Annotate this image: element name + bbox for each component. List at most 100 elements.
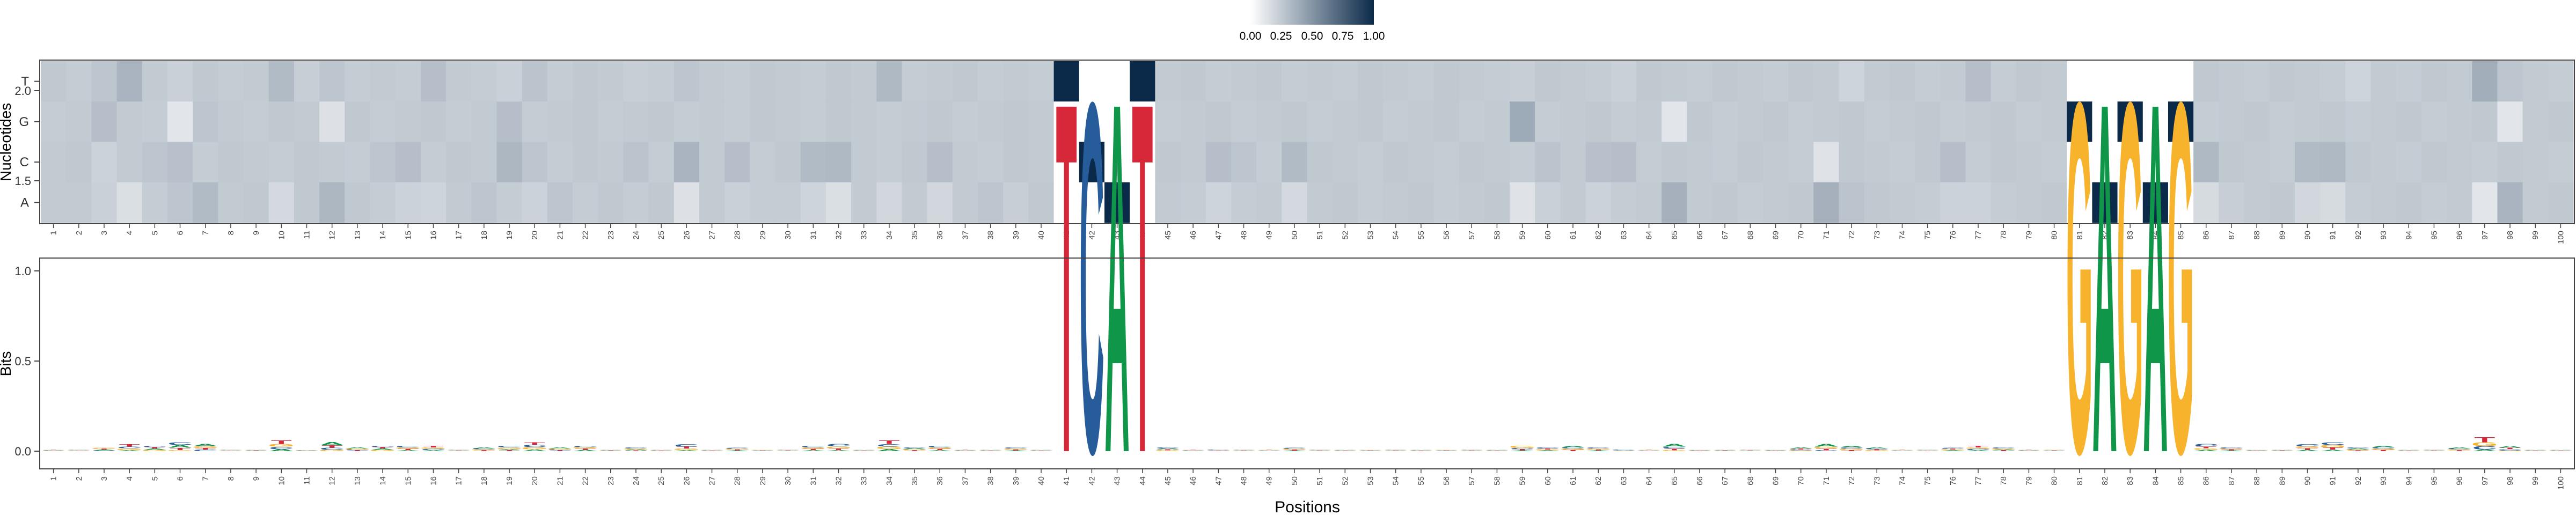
heatmap-col-label: 91 (2329, 231, 2338, 240)
heatmap-col-label: 77 (1974, 231, 1983, 240)
heatmap-col-label: 55 (1417, 231, 1426, 240)
heatmap-col-label: 54 (1392, 231, 1401, 240)
logo-letter-T: T (170, 447, 191, 451)
logo-letter-T: T (1385, 450, 1407, 451)
logo-letter-C: C (877, 443, 902, 447)
heatmap-cell (623, 142, 649, 183)
heatmap-cell (2219, 182, 2245, 223)
logo-letter-C: C (345, 449, 370, 451)
heatmap-cell (142, 101, 168, 143)
heatmap-cell (345, 182, 371, 223)
heatmap-cell (800, 61, 826, 102)
heatmap-cell (2320, 61, 2346, 102)
heatmap-cell (1712, 101, 1738, 143)
logo-x-tick-label: 61 (1569, 476, 1578, 485)
logo-letter-C: C (41, 450, 65, 451)
logo-letter-G: G (394, 447, 421, 449)
heatmap-cell (2320, 101, 2346, 143)
logo-letter-C: C (2447, 448, 2472, 450)
logo-x-tick-label: 10 (277, 476, 286, 485)
heatmap-cell (2370, 182, 2397, 223)
heatmap-cell (1282, 61, 1308, 102)
logo-letter-C: C (1282, 447, 1307, 449)
logo-letter-A: A (1333, 449, 1357, 450)
heatmap-col-label: 51 (1315, 231, 1324, 240)
logo-letter-G: G (1762, 449, 1789, 450)
heatmap-cell (1585, 61, 1612, 102)
logo-x-tick-label: 90 (2303, 476, 2312, 485)
heatmap-cell (2193, 182, 2219, 223)
heatmap-col-label: 73 (1872, 231, 1882, 240)
logo-letter-G: G (724, 448, 751, 450)
logo-letter-T: T (803, 448, 824, 451)
heatmap-cell (1256, 101, 1282, 143)
heatmap-cell (1611, 61, 1637, 102)
heatmap-cell (2472, 61, 2498, 102)
heatmap-col-label: 16 (429, 231, 438, 240)
heatmap-col-label: 31 (809, 231, 818, 240)
heatmap-cell (1965, 142, 1992, 183)
heatmap-cell (1180, 101, 1206, 143)
logo-letter-A: A (750, 450, 775, 451)
logo-letter-C: C (1535, 447, 1560, 449)
heatmap-cell (1104, 61, 1130, 102)
logo-letter-T: T (1790, 448, 1812, 450)
heatmap-cell (648, 142, 675, 183)
logo-letter-C: C (801, 445, 825, 448)
heatmap-cell (1307, 182, 1333, 223)
heatmap-cell (1712, 142, 1738, 183)
heatmap-col-label: 67 (1721, 231, 1730, 240)
logo-letter-G: G (344, 448, 371, 450)
heatmap-cell (927, 182, 953, 223)
heatmap-cell (2244, 61, 2270, 102)
logo-letter-C: C (1586, 447, 1611, 449)
heatmap-cell (1028, 142, 1055, 183)
heatmap-cell (902, 142, 928, 183)
heatmap-cell (1813, 61, 1840, 102)
logo-x-tick-label: 100 (2556, 476, 2565, 490)
heatmap-col-label: 8 (226, 231, 236, 235)
logo-letter-A: A (877, 448, 902, 452)
heatmap-cell (1965, 182, 1992, 223)
logo-y-tick-label: 1.0 (14, 264, 31, 278)
logo-x-tick-label: 6 (176, 476, 185, 481)
heatmap-cell (952, 182, 978, 223)
logo-letter-A: A (421, 450, 445, 451)
heatmap-cell (2193, 101, 2219, 143)
heatmap-cell (1839, 61, 1865, 102)
heatmap-cell (1155, 61, 1181, 102)
logo-letter-C: C (92, 450, 116, 451)
heatmap-cell (1130, 61, 1155, 102)
heatmap-cell (2117, 142, 2143, 183)
logo-x-tick-label: 29 (758, 476, 767, 485)
heatmap-cell (2421, 142, 2447, 183)
heatmap-cell (2345, 182, 2372, 223)
logo-letter-C: C (2194, 443, 2219, 447)
heatmap-cell (1155, 142, 1181, 183)
logo-letter-A: A (117, 450, 142, 451)
logo-x-tick-label: 84 (2151, 476, 2160, 485)
heatmap-col-label: 97 (2480, 231, 2490, 240)
heatmap-cell (471, 182, 497, 223)
heatmap-cell (1611, 142, 1637, 183)
heatmap-cell (1256, 182, 1282, 223)
logo-letter-C: C (67, 449, 91, 450)
heatmap-cell (1408, 142, 1435, 183)
heatmap-row-label: A (20, 195, 29, 210)
logo-letter-C: C (1155, 447, 1180, 449)
logo-letter-C: C (2219, 447, 2244, 449)
heatmap-col-label: 81 (2075, 231, 2084, 240)
heatmap-col-label: 93 (2379, 231, 2388, 240)
logo-frame (39, 258, 2575, 469)
heatmap-cell (2472, 101, 2498, 143)
logo-x-tick-label: 4 (125, 476, 134, 481)
heatmap-col-label: 41 (1062, 231, 1071, 240)
logo-letter-A: A (2270, 449, 2294, 450)
heatmap-cell (167, 101, 193, 143)
logo-letter-A: A (852, 449, 876, 450)
logo-x-tick-label: 33 (860, 476, 869, 485)
heatmap-col-label: 4 (125, 231, 134, 235)
logo-letter-A: A (598, 449, 623, 450)
heatmap-cell (952, 142, 978, 183)
heatmap-cell (1383, 61, 1409, 102)
